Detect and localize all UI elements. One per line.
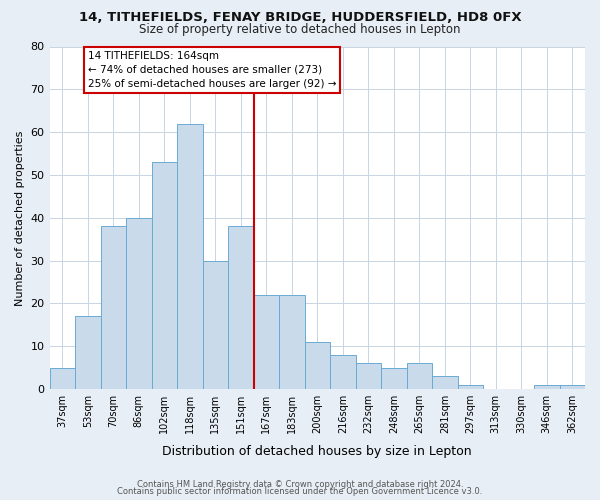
- Bar: [407, 364, 432, 389]
- Bar: [458, 385, 483, 389]
- Bar: [50, 368, 75, 389]
- Bar: [356, 364, 381, 389]
- Bar: [152, 162, 177, 389]
- Text: 14 TITHEFIELDS: 164sqm
← 74% of detached houses are smaller (273)
25% of semi-de: 14 TITHEFIELDS: 164sqm ← 74% of detached…: [88, 51, 336, 89]
- Bar: [305, 342, 330, 389]
- Bar: [101, 226, 126, 389]
- Bar: [75, 316, 101, 389]
- Bar: [381, 368, 407, 389]
- Y-axis label: Number of detached properties: Number of detached properties: [15, 130, 25, 306]
- Text: Contains HM Land Registry data © Crown copyright and database right 2024.: Contains HM Land Registry data © Crown c…: [137, 480, 463, 489]
- Bar: [534, 385, 560, 389]
- Bar: [177, 124, 203, 389]
- Bar: [330, 355, 356, 389]
- Bar: [254, 295, 279, 389]
- Bar: [203, 260, 228, 389]
- Bar: [228, 226, 254, 389]
- Bar: [560, 385, 585, 389]
- Bar: [126, 218, 152, 389]
- Bar: [279, 295, 305, 389]
- Text: Contains public sector information licensed under the Open Government Licence v3: Contains public sector information licen…: [118, 487, 482, 496]
- Text: 14, TITHEFIELDS, FENAY BRIDGE, HUDDERSFIELD, HD8 0FX: 14, TITHEFIELDS, FENAY BRIDGE, HUDDERSFI…: [79, 11, 521, 24]
- Text: Size of property relative to detached houses in Lepton: Size of property relative to detached ho…: [139, 22, 461, 36]
- Bar: [432, 376, 458, 389]
- X-axis label: Distribution of detached houses by size in Lepton: Distribution of detached houses by size …: [163, 444, 472, 458]
